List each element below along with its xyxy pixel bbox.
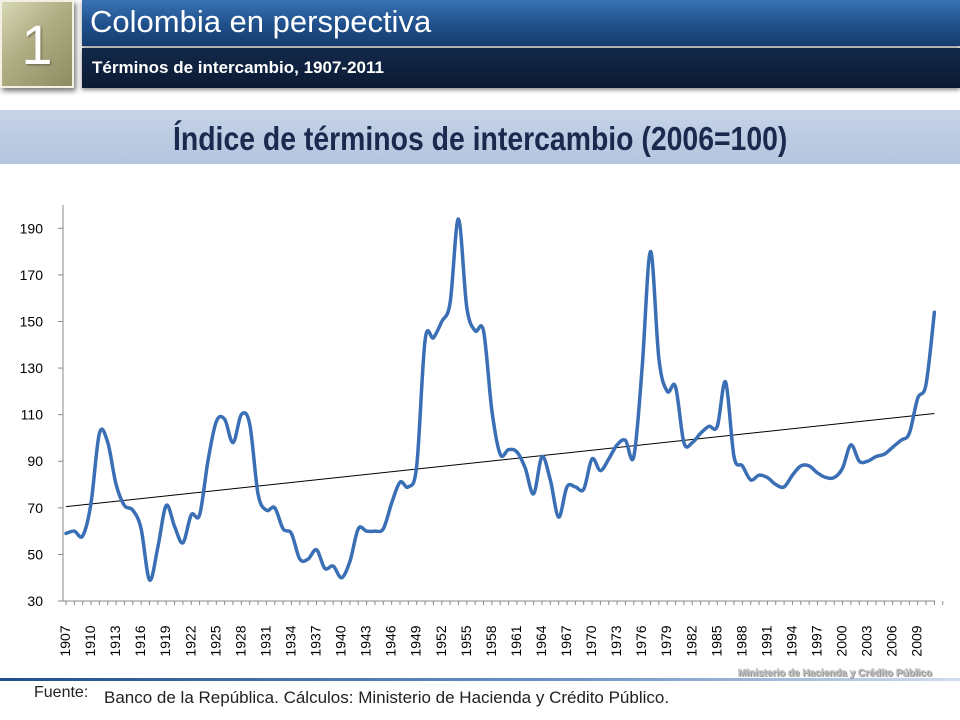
page-title: Colombia en perspectiva xyxy=(90,4,432,39)
x-tick-label: 1976 xyxy=(633,625,649,656)
x-tick-label: 1934 xyxy=(282,625,298,656)
y-tick-label: 90 xyxy=(27,453,43,469)
ministry-watermark: Ministerio de Hacienda y Crédito Público xyxy=(738,668,932,679)
x-tick-label: 1958 xyxy=(483,625,499,656)
y-tick-label: 30 xyxy=(27,593,43,609)
page-subtitle: Términos de intercambio, 1907-2011 xyxy=(92,58,384,77)
x-tick-label: 1988 xyxy=(733,625,749,656)
x-tick-label: 1943 xyxy=(358,625,374,656)
x-tick-label: 1910 xyxy=(82,625,98,656)
x-tick-label: 1967 xyxy=(558,625,574,656)
chart-heading-band: Índice de términos de intercambio (2006=… xyxy=(0,110,960,164)
y-tick-label: 190 xyxy=(20,220,44,236)
x-tick-label: 2003 xyxy=(859,625,875,656)
y-tick-label: 110 xyxy=(21,407,44,423)
x-tick-label: 1937 xyxy=(308,625,324,656)
chart-title: Índice de términos de intercambio (2006=… xyxy=(172,120,788,157)
x-tick-label: 1949 xyxy=(408,625,424,656)
x-tick-label: 1940 xyxy=(333,625,349,656)
footer-divider xyxy=(0,678,960,681)
x-tick-label: 1916 xyxy=(132,625,148,656)
x-tick-label: 1994 xyxy=(783,625,799,656)
y-tick-label: 50 xyxy=(27,546,43,562)
x-tick-label: 1955 xyxy=(458,625,474,656)
x-tick-label: 1982 xyxy=(683,625,699,656)
y-tick-label: 130 xyxy=(20,360,44,376)
x-tick-label: 1961 xyxy=(508,625,524,656)
x-tick-label: 1970 xyxy=(583,625,599,656)
x-tick-label: 1997 xyxy=(809,625,825,656)
title-bar: Colombia en perspectiva xyxy=(82,0,960,46)
x-tick-label: 1919 xyxy=(157,625,173,656)
x-tick-label: 2009 xyxy=(909,625,925,656)
x-tick-label: 1952 xyxy=(433,625,449,656)
x-tick-label: 1931 xyxy=(257,625,273,656)
x-tick-label: 1964 xyxy=(533,625,549,656)
source-text: Banco de la República. Cálculos: Ministe… xyxy=(104,688,670,707)
x-tick-label: 1925 xyxy=(207,625,223,656)
x-tick-label: 1979 xyxy=(658,625,674,656)
x-tick-label: 1928 xyxy=(232,625,248,656)
section-number-badge: 1 xyxy=(0,0,74,88)
section-number: 1 xyxy=(21,12,53,76)
x-tick-label: 1973 xyxy=(608,625,624,656)
line-chart: 30 50 70 90 110 130 150 170 190 1907 1910 1913 1916 1… xyxy=(20,205,944,657)
x-tick-label: 1907 xyxy=(57,625,73,656)
x-tick-label: 1991 xyxy=(758,625,774,656)
x-tick-label: 1913 xyxy=(107,625,123,656)
source-label: Fuente: xyxy=(34,684,89,701)
y-tick-label: 170 xyxy=(20,267,44,283)
trend-line xyxy=(65,412,935,508)
subtitle-bar: Términos de intercambio, 1907-2011 xyxy=(82,48,960,88)
x-tick-label: 1922 xyxy=(182,625,198,656)
x-tick-label: 1985 xyxy=(708,625,724,656)
series-line-terminos-intercambio xyxy=(64,217,937,582)
x-tick-label: 2006 xyxy=(884,625,900,656)
x-tick-label: 1946 xyxy=(383,625,399,656)
x-tick-label: 2000 xyxy=(834,625,850,656)
y-tick-label: 150 xyxy=(20,313,44,329)
y-tick-label: 70 xyxy=(27,500,43,516)
